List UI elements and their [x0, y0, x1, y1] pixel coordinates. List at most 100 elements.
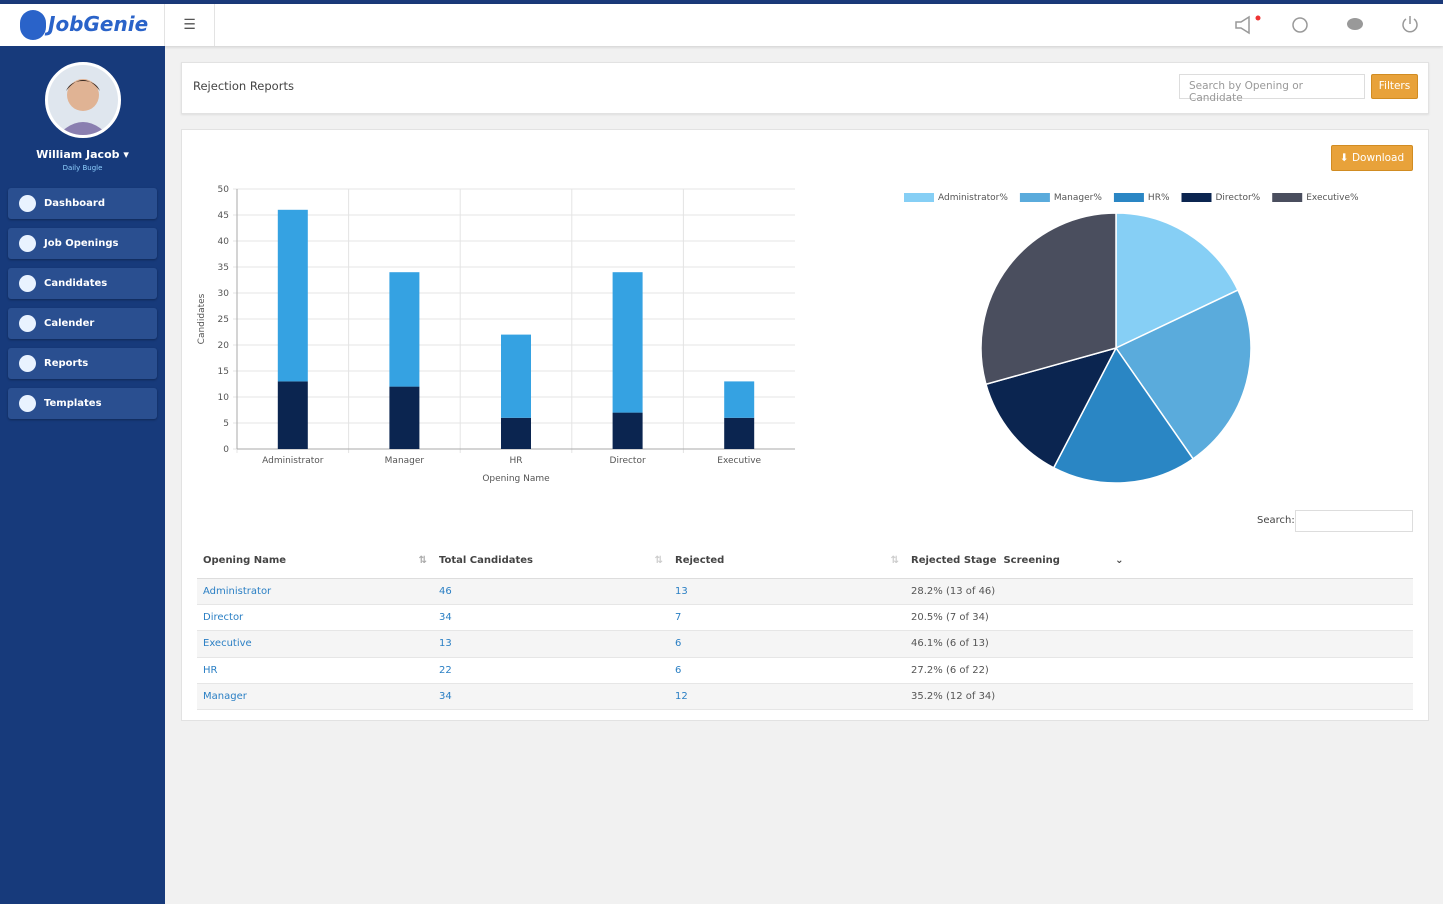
nav-item[interactable]: Calender — [8, 308, 157, 339]
user-company: Daily Bugle — [62, 164, 103, 172]
announce-icon[interactable] — [1235, 15, 1250, 35]
legend-label: Director% — [1216, 193, 1261, 203]
power-icon[interactable] — [1402, 16, 1418, 33]
charts: 0 5 10 15 20 25 30 35 40 45 50 Administrator Manager… — [197, 185, 1359, 484]
cell-link[interactable]: 12 — [675, 691, 688, 703]
chat-icon[interactable] — [1347, 18, 1363, 30]
x-tick-label: Director — [610, 456, 646, 466]
cell-link[interactable]: 34 — [439, 691, 452, 703]
cell-link[interactable]: 6 — [675, 664, 682, 676]
legend-label: Manager% — [1054, 193, 1102, 203]
table-cell: 28.2% (13 of 46) — [905, 578, 1413, 605]
bar-segment — [277, 381, 308, 449]
nav-label: Dashboard — [44, 198, 105, 209]
cell-link[interactable]: Executive — [203, 638, 252, 650]
cell-link[interactable]: Administrator — [203, 585, 272, 597]
legend-label: Executive% — [1306, 193, 1359, 203]
table-row: Manager 34 12 35.2% (12 of 34) — [197, 683, 1413, 711]
col-header[interactable]: Opening Name ⇅ — [197, 540, 433, 579]
cell-link[interactable]: 34 — [439, 612, 452, 624]
bar-segment — [389, 386, 420, 449]
col-label: Total Candidates — [439, 555, 534, 567]
y-tick-label: 15 — [218, 367, 229, 377]
y-axis-label: Candidates — [197, 293, 207, 344]
top-line — [0, 0, 1443, 4]
nav-item[interactable]: Templates — [8, 388, 157, 419]
y-tick-label: 20 — [218, 341, 230, 351]
table-cell: Manager — [197, 683, 433, 711]
avatar — [45, 62, 121, 138]
sidebar: William Jacob ▾ Daily Bugle Dashboard Jo… — [0, 46, 165, 904]
stage-select[interactable]: Screening ⌄ — [1003, 555, 1124, 567]
cell-link[interactable]: 46 — [439, 585, 452, 597]
user-name-text: William Jacob — [36, 148, 120, 161]
table-cell: 22 — [433, 657, 669, 685]
x-tick-label: Administrator — [262, 456, 324, 466]
bar-segment — [612, 272, 643, 413]
y-tick-label: 50 — [218, 185, 230, 195]
pie-slice — [980, 212, 1117, 386]
y-tick-label: 45 — [218, 211, 229, 221]
legend-swatch — [1019, 193, 1050, 202]
filters-button[interactable]: Filters — [1371, 74, 1418, 99]
table-cell: 46 — [433, 578, 669, 605]
table-cell: 34 — [433, 604, 669, 632]
table-cell: 12 — [669, 683, 905, 711]
cell-link[interactable]: 7 — [675, 612, 682, 624]
nav-item[interactable]: Reports — [8, 348, 157, 379]
x-axis-label: Opening Name — [482, 474, 550, 484]
nav-label: Templates — [44, 398, 102, 409]
download-label: Download — [1351, 152, 1405, 164]
nav-item[interactable]: Dashboard — [8, 188, 157, 219]
table-search[interactable] — [1295, 510, 1413, 532]
pie-slice — [1115, 212, 1239, 350]
avatar-img — [48, 65, 118, 135]
legend-swatch — [904, 193, 934, 202]
nav-label: Candidates — [44, 278, 108, 289]
x-tick-label: HR — [509, 456, 522, 466]
cell-link[interactable]: 6 — [675, 638, 682, 650]
nav-item[interactable]: Job Openings — [8, 228, 157, 259]
table-row: Administrator 46 13 28.2% (13 of 46) — [197, 578, 1413, 605]
header-panel: Rejection Reports Search by Opening or C… — [181, 62, 1429, 114]
legend-swatch — [1113, 193, 1144, 202]
table-row: HR 22 6 27.2% (6 of 22) — [197, 657, 1413, 685]
y-tick-label: 30 — [218, 289, 230, 299]
bar-segment — [277, 209, 308, 382]
bar-segment — [501, 417, 531, 449]
cell-link[interactable]: 13 — [675, 585, 688, 597]
bar-segment — [724, 417, 755, 449]
cell-link[interactable]: HR — [203, 664, 218, 676]
nav-label: Job Openings — [44, 238, 119, 249]
brand-text: JobGenie — [48, 12, 149, 36]
search-placeholder: Search by Opening or Candidate — [1189, 80, 1303, 104]
col-header: Rejected Stage Screening ⌄ — [905, 540, 1413, 579]
cell-link[interactable]: Director — [203, 612, 244, 624]
table-cell: 27.2% (6 of 22) — [905, 657, 1413, 685]
table-cell: 13 — [433, 630, 669, 658]
legend-swatch — [1272, 193, 1303, 202]
x-tick-label: Manager — [385, 456, 425, 466]
notify-dot — [1255, 15, 1261, 21]
help-icon[interactable] — [1292, 17, 1308, 33]
nav-item[interactable]: Candidates — [8, 268, 157, 299]
brand[interactable]: JobGenie — [0, 4, 165, 46]
data-table: Opening Name ⇅ Total Candidates ⇅ Rejected… — [197, 540, 1413, 711]
download-button[interactable]: ⬇ Download — [1331, 145, 1413, 171]
col-header[interactable]: Rejected ⇅ — [669, 540, 905, 579]
y-tick-label: 40 — [218, 237, 230, 247]
y-tick-label: 35 — [218, 263, 229, 273]
cell-link[interactable]: 22 — [439, 664, 452, 676]
search-input[interactable]: Search by Opening or Candidate — [1179, 74, 1365, 104]
y-tick-label: 10 — [218, 393, 230, 403]
col-label: Rejected Stage — [911, 555, 997, 567]
pie-slice — [985, 346, 1118, 469]
cell-link[interactable]: 13 — [439, 638, 452, 650]
table-cell: HR — [197, 657, 433, 685]
menu-toggle[interactable]: ☰ — [165, 4, 215, 46]
user-name[interactable]: William Jacob ▾ — [36, 148, 129, 161]
table-cell: 46.1% (6 of 13) — [905, 630, 1413, 658]
stage-select-text: Screening — [1003, 555, 1060, 567]
cell-link[interactable]: Manager — [203, 691, 247, 703]
col-header[interactable]: Total Candidates ⇅ — [433, 540, 669, 579]
